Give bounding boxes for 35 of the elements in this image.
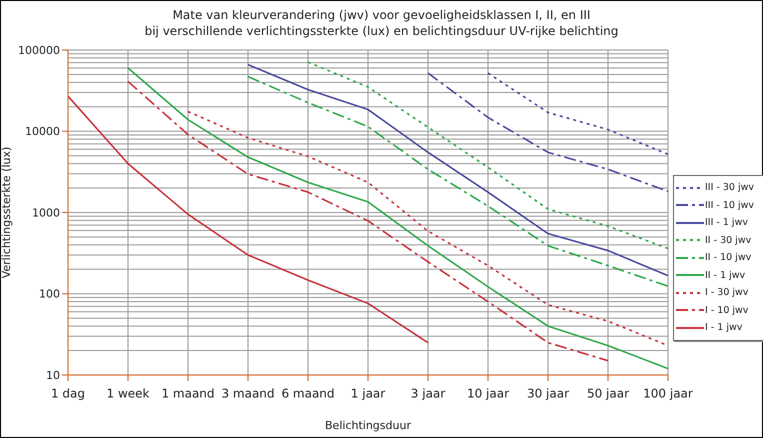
x-tick-label: 1 jaar [350, 386, 386, 401]
y-tick-label: 100 [39, 288, 60, 301]
chart-subtitle: bij verschillende verlichtingssterkte (lux) en belichtingsduur UV-rijke belichting [144, 23, 620, 39]
line-series [487, 72, 669, 156]
x-tick-label: 1 dag [50, 386, 86, 401]
x-tick-label: 1 maand [161, 386, 215, 401]
line-series [307, 61, 669, 250]
x-tick-label: 30 jaar [526, 386, 570, 401]
x-tick-label: 10 jaar [466, 386, 510, 401]
x-tick-label: 3 maand [221, 386, 275, 401]
x-tick-label: 6 maand [281, 386, 335, 401]
y-tick-label: 1000 [32, 206, 60, 220]
chart-title: Mate van kleurverandering (jwv) voor gevoeligheidsklassen I, II, en III [172, 7, 592, 23]
line-series [67, 95, 429, 344]
legend-label: III - 1 jwv [705, 217, 748, 228]
y-tick-label: 10 [46, 368, 60, 382]
y-tick-label: 10000 [25, 125, 60, 138]
legend-label: III - 30 jwv [705, 182, 754, 194]
x-tick-label: 100 jaar [643, 386, 693, 401]
x-tick-label: 50 jaar [586, 386, 630, 401]
legend-label: II - 1 jwv [705, 270, 746, 281]
legend-label: I - 1 jwv [705, 322, 742, 334]
x-axis-title: Belichtingsduur [325, 419, 412, 432]
line-series [127, 80, 609, 362]
legend-label: I - 10 jwv [705, 304, 748, 316]
legend-label: II - 10 jwv [705, 252, 752, 264]
legend-label: II - 30 jwv [705, 234, 752, 246]
x-tick-label: 1 week [106, 386, 150, 401]
legend-label: I - 30 jwv [705, 287, 748, 298]
y-tick-label: 100000 [18, 44, 60, 57]
line-series [127, 67, 669, 370]
line-series [427, 72, 669, 192]
y-axis-title: Verlichtingssterkte (lux) [0, 146, 13, 278]
legend-label: III - 10 jwv [705, 200, 754, 211]
x-tick-label: 3 jaar [410, 386, 446, 401]
